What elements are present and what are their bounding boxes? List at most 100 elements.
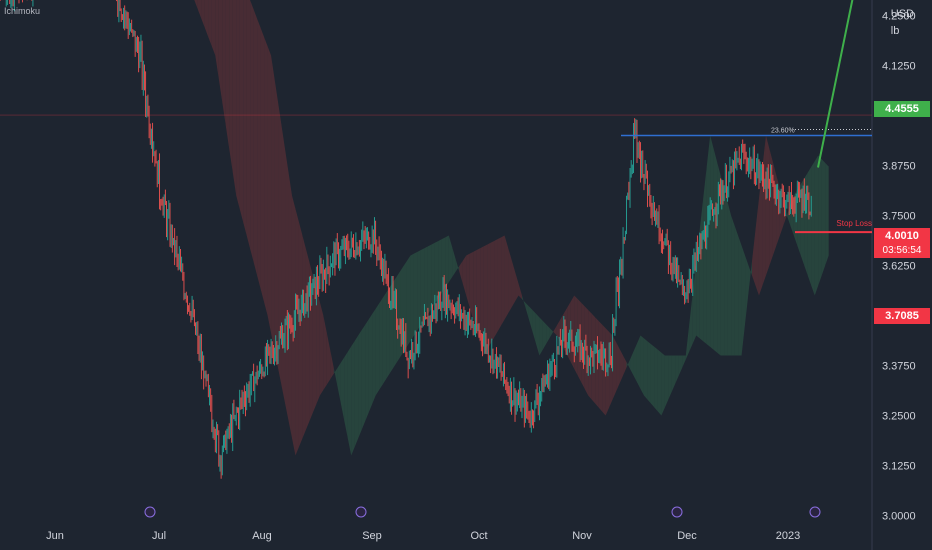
ichimoku-cloud-segment [745,255,749,325]
ichimoku-cloud-segment [689,292,693,352]
ichimoku-cloud-segment [811,161,815,296]
ichimoku-cloud-segment [389,282,394,374]
ichimoku-cloud-segment [194,0,198,10]
ichimoku-cloud-segment [494,239,498,338]
ichimoku-cloud-segment [793,189,798,246]
indicator-label[interactable]: Ichimoku [4,6,41,16]
ichimoku-cloud-segment [734,225,739,356]
ichimoku-cloud-segment [400,266,404,358]
ichimoku-cloud-segment [225,0,230,149]
ichimoku-cloud-segment [807,166,812,286]
event-marker-icon [671,506,683,518]
ichimoku-cloud-segment [393,276,397,369]
ichimoku-cloud-segment [643,338,648,400]
ichimoku-cloud-segment [581,302,585,389]
ichimoku-cloud-segment [783,202,787,226]
ichimoku-cloud-segment [821,159,826,276]
ichimoku-cloud-segment [288,172,292,438]
ichimoku-cloud-segment [197,0,202,19]
ichimoku-cloud-segment [776,175,780,246]
ichimoku-cloud-segment [710,135,714,350]
current-price-tag: 4.0010 [874,228,930,244]
take-profit-price-tag: 4.4555 [874,101,930,117]
ichimoku-cloud-segment [650,344,655,408]
x-tick-label: Jun [46,530,64,542]
ichimoku-cloud-segment [232,0,237,196]
ichimoku-cloud-segment [804,172,808,276]
ichimoku-cloud-segment [678,355,683,376]
ichimoku-cloud-segment [525,302,529,320]
ichimoku-cloud-segment [518,283,522,300]
ichimoku-cloud-segment [201,0,205,28]
ichimoku-cloud-segment [455,259,460,272]
ichimoku-cloud-segment [438,239,442,299]
ichimoku-cloud-segment [264,37,268,316]
ichimoku-cloud-segment [724,188,728,356]
ichimoku-cloud-segment [476,248,481,344]
ichimoku-cloud-segment [222,0,226,126]
ichimoku-cloud-segment [413,251,418,336]
ichimoku-cloud-segment [532,310,536,344]
ichimoku-cloud-segment [469,251,474,320]
ichimoku-cloud-segment [333,368,338,386]
ichimoku-cloud-segment [361,324,366,430]
ichimoku-cloud-segment [267,46,272,334]
y-tick-label: 3.8750 [882,161,916,173]
ichimoku-cloud-segment [204,0,209,38]
ichimoku-cloud-segment [424,246,428,320]
ichimoku-cloud-segment [431,242,435,309]
ichimoku-cloud-segment [319,302,324,396]
ichimoku-cloud-segment [563,307,568,356]
ichimoku-cloud-segment [570,295,575,369]
ichimoku-cloud-segment [758,166,763,296]
y-tick-label: 4.2500 [882,11,916,23]
ichimoku-cloud-segment [595,317,599,408]
event-marker-icon [809,506,821,518]
ichimoku-cloud-segment [239,0,244,223]
ichimoku-cloud-segment [403,260,407,352]
x-tick-label: Jul [152,530,166,542]
ichimoku-cloud-segment [818,155,822,286]
ichimoku-cloud-segment [546,324,550,344]
ichimoku-cloud-segment [731,215,735,356]
currency-unit-label[interactable]: USD lb [891,6,914,40]
ichimoku-cloud-segment [285,148,289,421]
y-tick-label: 3.3750 [882,361,916,373]
ichimoku-cloud-segment [365,319,369,422]
ichimoku-cloud-segment [462,255,467,296]
x-tick-label: 2023 [776,530,800,542]
ichimoku-cloud-segment [326,333,331,385]
ichimoku-cloud-segment [504,235,509,320]
ichimoku-cloud-segment [626,359,631,369]
event-marker-icon [355,506,367,518]
ichimoku-cloud-segment [448,235,453,283]
ichimoku-cloud-segment [779,188,784,236]
ichimoku-cloud-segment [351,340,355,456]
ichimoku-cloud-segment [588,310,592,400]
ichimoku-cloud-segment [229,0,233,173]
ichimoku-cloud-segment [717,162,721,356]
ichimoku-cloud-segment [302,235,306,439]
ichimoku-cloud-segment [372,308,376,405]
ichimoku-cloud-segment [675,355,679,384]
ichimoku-cloud-segment [473,250,477,332]
ichimoku-cloud-segment [591,313,596,404]
ichimoku-cloud-segment [298,222,303,447]
ichimoku-cloud-segment [577,299,582,383]
ichimoku-cloud-segment [706,135,711,347]
ichimoku-cloud-segment [825,162,829,266]
ichimoku-cloud-segment [274,78,279,368]
ichimoku-cloud-segment [535,313,540,356]
ichimoku-cloud-segment [727,202,732,356]
ichimoku-cloud-segment [330,350,334,380]
event-marker-icon [144,506,156,518]
ichimoku-cloud-segment [215,0,219,79]
ichimoku-cloud-segment [574,295,578,376]
x-tick-label: Sep [362,530,382,542]
ichimoku-cloud-segment [598,320,603,412]
ichimoku-cloud-segment [410,253,414,341]
ichimoku-cloud-segment [291,195,296,456]
ichimoku-cloud-segment [752,229,756,286]
